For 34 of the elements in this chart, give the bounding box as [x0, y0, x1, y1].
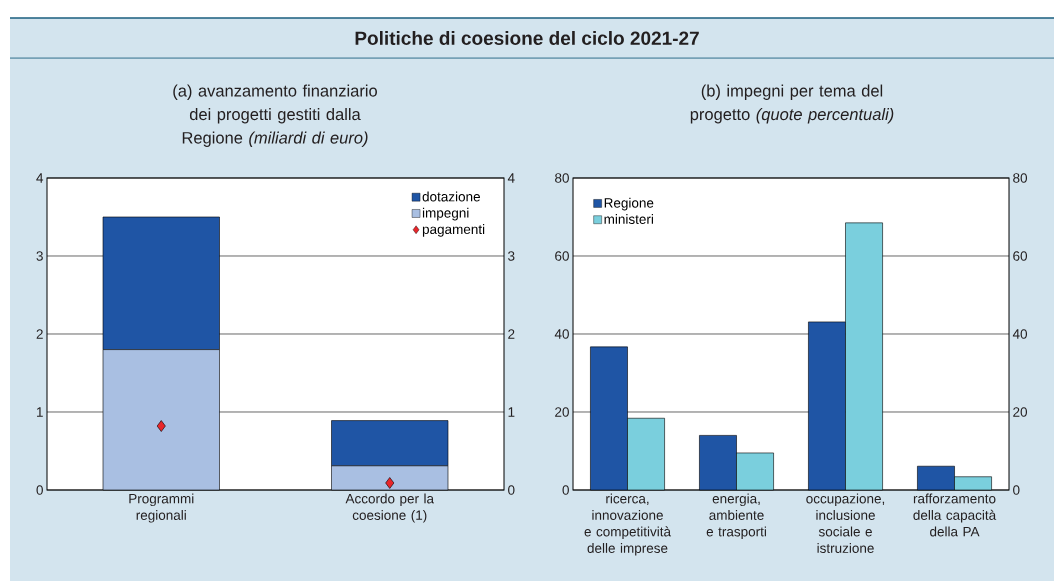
x-tick-label: ricerca, innovazione e competitività delle imprese — [584, 493, 672, 556]
y2-tick-label: 2 — [508, 329, 515, 339]
chart-subtitle: (b) impegni per tema del progetto (quote percentuali) — [690, 84, 894, 124]
x-tick-label: energia, ambiente e trasporti — [706, 493, 766, 540]
y-tick-label: 20 — [555, 407, 569, 417]
legend-label: impegni — [422, 207, 469, 221]
y-tick-label: 40 — [554, 329, 569, 339]
y-tick-label: 3 — [36, 251, 43, 261]
x-tick-label: Accordo per la coesione (1) — [345, 493, 435, 523]
y2-tick-label: 1 — [508, 407, 515, 417]
y-tick-label: 1 — [37, 407, 43, 417]
y-tick-label: 60 — [555, 251, 569, 261]
y2-tick-label: 60 — [1013, 251, 1028, 261]
y2-tick-label: 3 — [508, 251, 515, 261]
legend-label: dotazione — [422, 191, 480, 202]
y-tick-label: 4 — [36, 173, 44, 183]
y-tick-label: 0 — [562, 485, 569, 495]
y-tick-label: 0 — [36, 485, 43, 495]
legend-label: pagamenti — [422, 224, 485, 237]
x-tick-label: rafforzamento della capacità della PA — [913, 493, 997, 537]
x-tick-label: Programmi regionali — [129, 493, 194, 523]
y2-tick-label: 0 — [508, 485, 515, 495]
y2-tick-label: 80 — [1013, 173, 1028, 183]
chart-subtitle: (a) avanzamento finanziario dei progetti gestiti dalla Regione (miliardi di euro) — [173, 84, 377, 147]
y2-tick-label: 40 — [1012, 329, 1028, 339]
y-tick-label: 2 — [36, 329, 43, 339]
y2-tick-label: 4 — [507, 173, 515, 183]
legend-label: ministeri — [604, 214, 653, 224]
x-tick-label: occupazione, inclusione sociale e istruzione — [806, 493, 885, 553]
chart-title: Politiche di coesione del ciclo 2021-27 — [355, 31, 699, 45]
y2-tick-label: 0 — [1013, 485, 1020, 495]
y2-tick-label: 20 — [1013, 407, 1028, 417]
legend-label: Regione — [604, 197, 654, 211]
y-tick-label: 80 — [555, 173, 569, 183]
